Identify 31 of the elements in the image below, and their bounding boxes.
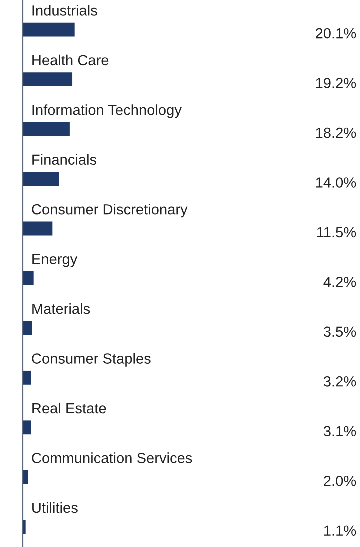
bar <box>23 321 32 336</box>
bar <box>23 122 70 136</box>
bar <box>23 22 75 37</box>
bar <box>23 172 60 186</box>
bar <box>23 420 31 435</box>
y-tick-label: Utilities <box>32 502 78 514</box>
y-tick-label: Communication Services <box>32 452 192 464</box>
data-label: 11.5% <box>317 227 356 238</box>
data-label: 4.2% <box>324 277 356 288</box>
data-label: 18.2% <box>316 128 356 138</box>
y-tick-label: Real Estate <box>32 402 106 414</box>
data-label: 19.2% <box>316 78 356 88</box>
y-tick-label: Materials <box>32 304 90 314</box>
data-label: 2.0% <box>324 476 356 486</box>
bar <box>23 370 32 385</box>
y-tick-label: Consumer Staples <box>32 353 151 367</box>
bar <box>23 272 34 286</box>
data-label: 3.5% <box>324 326 356 338</box>
y-tick-label: Consumer Discretionary <box>32 204 188 218</box>
bar <box>23 72 73 87</box>
data-label: 3.2% <box>324 376 356 387</box>
data-label: 14.0% <box>316 178 356 188</box>
data-label: 3.1% <box>324 426 356 437</box>
bar <box>23 222 53 236</box>
y-tick-label: Information Technology <box>32 104 182 118</box>
data-label: 1.1% <box>324 526 356 536</box>
y-tick-label: Industrials <box>32 5 98 16</box>
y-tick-label: Health Care <box>32 54 109 66</box>
y-tick-label: Financials <box>32 154 97 166</box>
y-tick-label: Energy <box>32 254 78 268</box>
data-label: 20.1% <box>316 28 356 39</box>
